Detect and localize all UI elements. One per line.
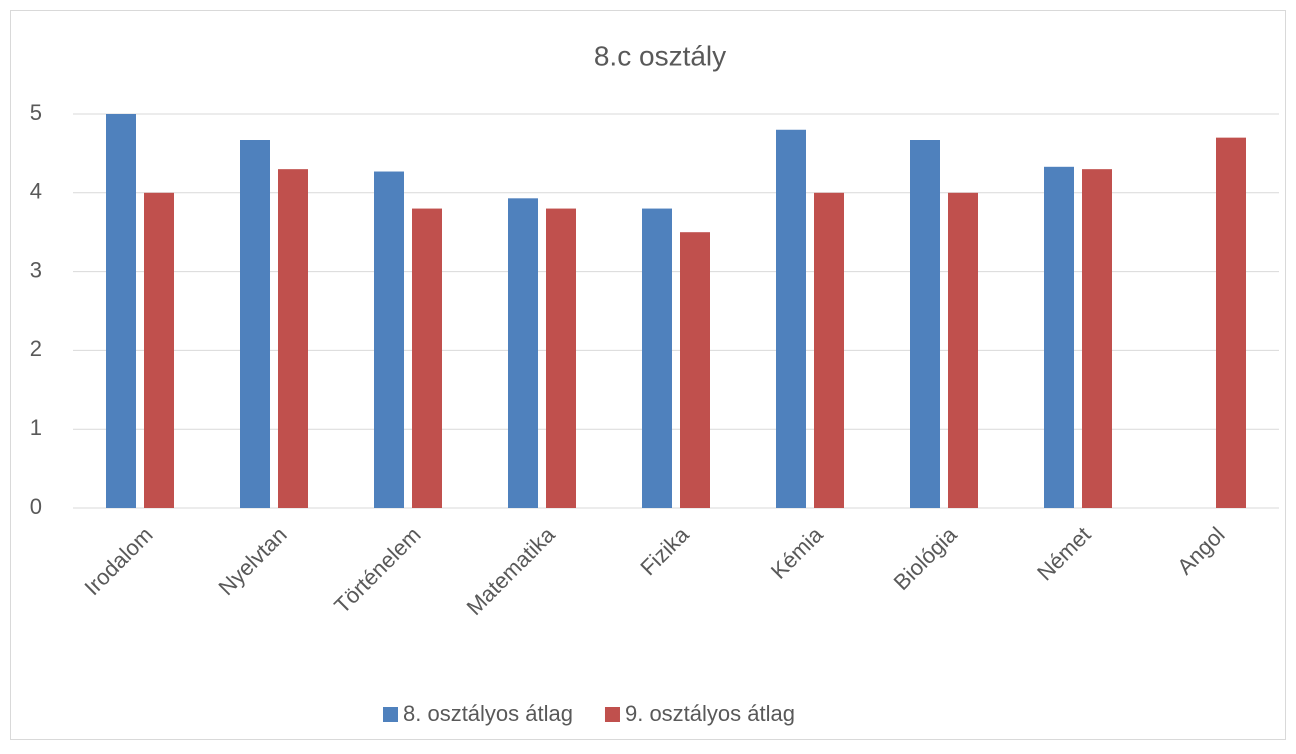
legend-swatch — [604, 707, 620, 722]
bar — [1082, 169, 1112, 508]
bar — [814, 192, 844, 509]
legend-label: 8. osztályos átlag — [403, 701, 573, 726]
bar — [642, 208, 672, 508]
legend-label: 9. osztályos átlag — [625, 701, 795, 726]
bar — [106, 114, 136, 508]
bar — [412, 208, 442, 508]
bar — [508, 198, 538, 509]
y-tick-label: 1 — [30, 415, 42, 440]
bar — [1216, 137, 1246, 508]
bar — [948, 192, 978, 509]
bar — [546, 208, 576, 508]
y-tick-label: 0 — [30, 494, 42, 519]
y-tick-label: 3 — [30, 257, 42, 282]
bar — [680, 232, 710, 508]
bar — [776, 129, 806, 508]
bar — [278, 169, 308, 508]
bar — [240, 140, 270, 508]
bar — [1044, 166, 1074, 508]
legend-swatch — [383, 707, 398, 722]
y-tick-label: 4 — [30, 179, 42, 204]
y-tick-label: 2 — [30, 336, 42, 361]
bar — [144, 192, 174, 509]
chart-title: 8.c osztály — [594, 40, 726, 71]
bar — [374, 171, 404, 509]
bar — [910, 140, 940, 508]
y-tick-label: 5 — [30, 100, 42, 125]
